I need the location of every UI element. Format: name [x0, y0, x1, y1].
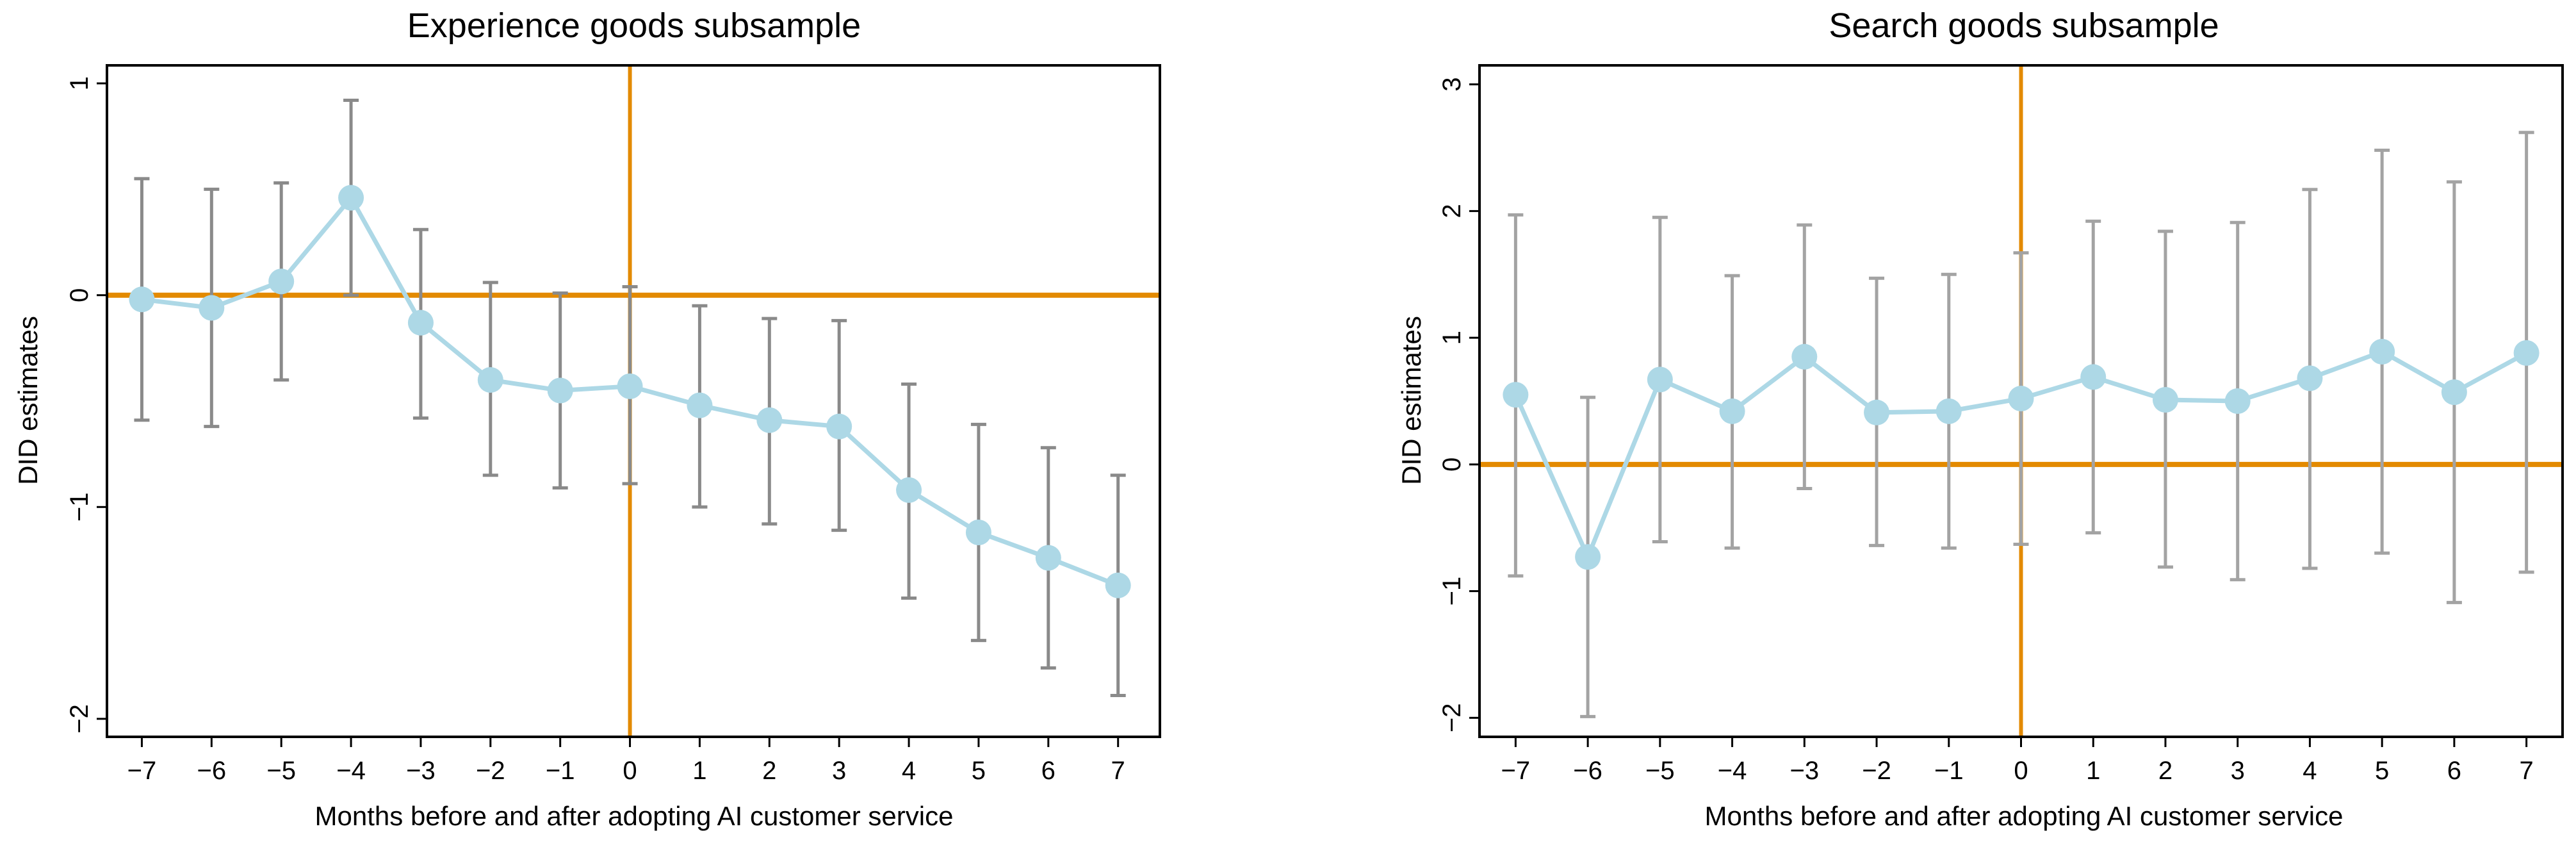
- chart-title: Experience goods subsample: [407, 6, 861, 45]
- x-tick-label: −5: [1645, 757, 1675, 785]
- data-point: [1936, 398, 1962, 424]
- x-tick-label: 6: [1041, 757, 1056, 785]
- y-axis-label: DID estimates: [1396, 316, 1426, 485]
- y-tick-label: −2: [1438, 704, 1466, 733]
- data-point: [2441, 379, 2467, 406]
- data-point: [2080, 364, 2107, 390]
- data-point: [1503, 382, 1529, 408]
- x-tick-label: 3: [832, 757, 846, 785]
- data-point: [2008, 386, 2034, 412]
- x-tick-label: 6: [2447, 757, 2461, 785]
- data-point: [2224, 388, 2251, 414]
- plot-area: −7 −6 −5 −4 −3 −2 −1 0 1 2 3 4 5 6 7 1 0 −1 −2: [65, 64, 1161, 785]
- x-tick-label: −3: [1789, 757, 1819, 785]
- x-tick-label: −4: [1718, 757, 1747, 785]
- x-tick-label: −2: [1862, 757, 1891, 785]
- x-tick-label: 2: [762, 757, 776, 785]
- data-point: [338, 185, 364, 211]
- data-point: [129, 286, 155, 313]
- x-tick-label: −1: [1934, 757, 1964, 785]
- plot-frame: [106, 64, 1161, 738]
- x-tick-label: −3: [406, 757, 436, 785]
- x-tick-label: 2: [2158, 757, 2172, 785]
- y-tick-label: 2: [1438, 204, 1466, 218]
- x-tick-label: 1: [692, 757, 706, 785]
- plot-area: −7 −6 −5 −4 −3 −2 −1 0 1 2 3 4 5 6 7 3 2 1 0 −1 −2: [1438, 64, 2564, 785]
- y-tick-label: −1: [1438, 577, 1466, 606]
- x-tick-label: −6: [197, 757, 227, 785]
- x-tick-label: 5: [2375, 757, 2389, 785]
- data-point: [407, 309, 434, 336]
- x-axis-label: Months before and after adopting AI cust…: [315, 801, 954, 831]
- data-point: [2152, 387, 2178, 413]
- x-axis-label: Months before and after adopting AI cust…: [1705, 801, 2344, 831]
- data-point: [687, 392, 713, 418]
- x-tick-label: 7: [1111, 757, 1125, 785]
- data-point: [1647, 366, 1673, 393]
- x-tick-label: −1: [546, 757, 575, 785]
- data-point: [826, 413, 852, 440]
- y-tick-label: 1: [65, 76, 94, 90]
- chart-title: Search goods subsample: [1829, 6, 2219, 45]
- x-tick-label: −7: [127, 757, 157, 785]
- y-tick-label: −2: [65, 704, 94, 734]
- x-tick-label: −7: [1501, 757, 1531, 785]
- data-point: [1719, 398, 1745, 424]
- x-tick-label: −2: [476, 757, 505, 785]
- panel-experience-goods: Experience goods subsample DID estimates…: [13, 6, 1161, 831]
- data-point: [199, 295, 225, 321]
- x-tick-label: 0: [623, 757, 637, 785]
- data-point: [1864, 399, 1890, 425]
- x-tick-label: 1: [2086, 757, 2100, 785]
- data-point: [268, 268, 295, 295]
- y-tick-label: 1: [1438, 331, 1466, 345]
- data-point: [756, 407, 783, 433]
- x-tick-label: 4: [902, 757, 916, 785]
- x-tick-label: 4: [2303, 757, 2317, 785]
- data-point: [477, 366, 503, 393]
- x-tick-label: −5: [266, 757, 296, 785]
- data-point: [1035, 545, 1061, 571]
- data-point: [896, 477, 922, 503]
- data-point: [1105, 572, 1131, 598]
- y-tick-label: 0: [65, 288, 94, 302]
- x-tick-label: −4: [336, 757, 366, 785]
- data-point: [1575, 544, 1601, 570]
- data-point: [1791, 343, 1818, 370]
- data-point: [965, 519, 991, 545]
- data-point: [2369, 338, 2395, 365]
- data-point: [2297, 365, 2323, 391]
- y-tick-label: −1: [65, 492, 94, 522]
- x-tick-label: −6: [1573, 757, 1602, 785]
- data-point: [2513, 340, 2539, 366]
- data-point: [617, 373, 643, 399]
- panel-search-goods: Search goods subsample DID estimates Mon…: [1396, 6, 2564, 831]
- y-tick-label: 3: [1438, 78, 1466, 92]
- y-tick-label: 0: [1438, 457, 1466, 472]
- y-axis-label: DID estimates: [13, 316, 43, 485]
- x-tick-label: 5: [972, 757, 986, 785]
- x-tick-label: 0: [2014, 757, 2028, 785]
- x-tick-label: 3: [2231, 757, 2245, 785]
- data-point: [547, 377, 573, 404]
- x-tick-label: 7: [2520, 757, 2534, 785]
